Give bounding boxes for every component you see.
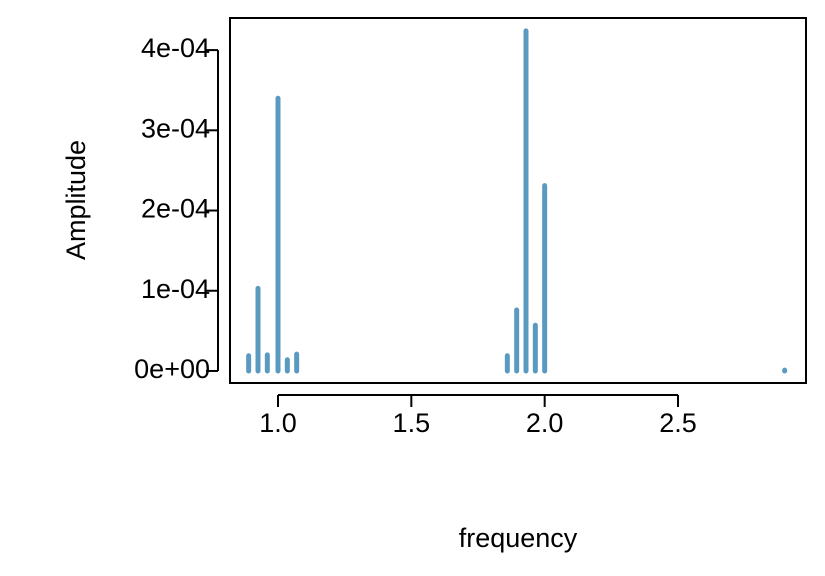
y-axis-label: Amplitude (61, 140, 91, 260)
x-tick-label: 2.0 (526, 408, 564, 438)
x-axis-label: frequency (459, 523, 578, 553)
y-tick-label: 3e-04 (141, 113, 210, 143)
y-tick-label: 0e+00 (134, 354, 210, 384)
y-tick-label: 4e-04 (141, 33, 210, 63)
x-tick-label: 1.5 (393, 408, 431, 438)
x-tick-label: 1.0 (259, 408, 297, 438)
y-tick-label: 1e-04 (141, 274, 210, 304)
y-tick-label: 2e-04 (141, 194, 210, 224)
x-tick-label: 2.5 (659, 408, 697, 438)
plot-box (229, 17, 807, 384)
